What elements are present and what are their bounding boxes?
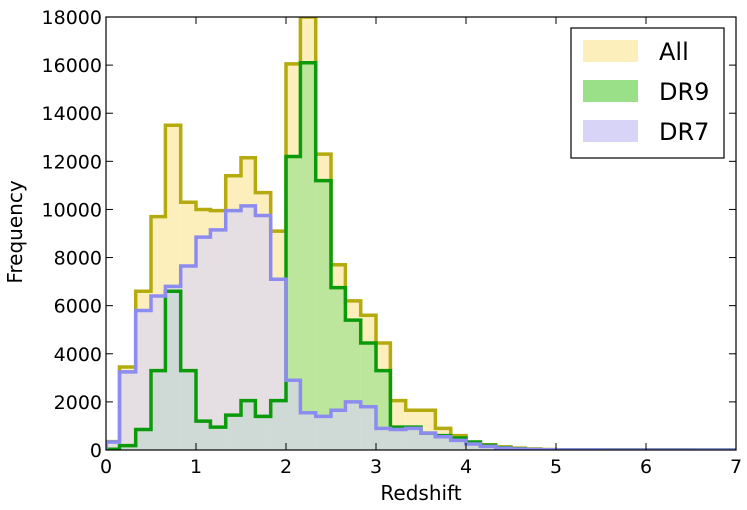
legend-label: DR9 [659, 78, 709, 106]
bar-dr7 [421, 433, 436, 450]
bar-dr7 [480, 446, 496, 450]
legend-swatch [583, 80, 638, 102]
bar-dr9 [300, 62, 316, 450]
bar-dr7 [196, 237, 211, 450]
bar-dr7 [270, 279, 286, 450]
legend-item-dr9: DR9 [583, 78, 709, 106]
series-layer [106, 17, 736, 450]
y-tick-label: 16000 [42, 55, 102, 77]
bar-dr7 [450, 440, 466, 450]
bar-dr9 [315, 180, 331, 450]
x-tick-label: 2 [280, 456, 292, 478]
bar-dr7 [210, 229, 226, 450]
bar-dr7 [241, 205, 256, 450]
bar-dr7 [135, 310, 151, 450]
bar-dr7 [151, 296, 166, 450]
y-tick-label: 8000 [54, 248, 102, 270]
bar-dr7 [360, 406, 376, 450]
bar-dr9 [286, 156, 301, 450]
bar-dr7 [435, 436, 451, 450]
y-tick-label: 18000 [42, 7, 102, 29]
series-line-dr7 [106, 204, 736, 450]
bar-dr7 [180, 265, 196, 450]
bar-dr7 [466, 443, 481, 450]
legend-label: DR7 [659, 118, 709, 146]
legend: All DR9 DR7 [570, 27, 725, 159]
bar-dr7 [255, 215, 271, 450]
legend-swatch [583, 120, 638, 142]
bar-dr7 [286, 380, 301, 450]
series-fill-dr7 [106, 205, 736, 450]
x-axis-label: Redshift [380, 481, 461, 505]
bar-dr7 [165, 286, 181, 450]
legend-swatch [583, 40, 638, 62]
y-tick-label: 0 [90, 440, 102, 462]
x-tick-label: 1 [190, 456, 202, 478]
bar-dr7 [119, 371, 136, 450]
bar-dr7 [345, 401, 361, 450]
bar-dr7 [376, 428, 391, 450]
y-axis-label: Frequency [3, 180, 27, 283]
x-axis-ticks: 0 1 2 3 4 5 6 7 [100, 17, 742, 478]
y-tick-label: 12000 [42, 151, 102, 173]
bar-dr7 [315, 416, 331, 450]
x-tick-label: 0 [100, 456, 112, 478]
y-tick-label: 2000 [54, 392, 102, 414]
x-tick-label: 6 [640, 456, 652, 478]
bar-dr7 [106, 442, 120, 450]
y-tick-label: 14000 [42, 103, 102, 125]
y-axis-ticks: 0 2000 4000 6000 8000 10000 12000 14000 16000 180… [42, 7, 736, 462]
bar-dr7 [300, 412, 316, 450]
legend-item-dr7: DR7 [583, 118, 709, 146]
y-tick-label: 4000 [54, 344, 102, 366]
y-tick-label: 6000 [54, 296, 102, 318]
x-tick-label: 5 [550, 456, 562, 478]
legend-label: All [659, 38, 689, 66]
bar-dr7 [390, 429, 406, 450]
bar-dr7 [331, 410, 346, 450]
bar-dr7 [405, 428, 421, 450]
y-tick-label: 10000 [42, 199, 102, 221]
bar-dr7 [225, 210, 241, 450]
x-tick-label: 4 [460, 456, 472, 478]
plot-area [105, 16, 737, 451]
legend-item-all: All [583, 38, 689, 66]
x-tick-label: 7 [730, 456, 742, 478]
plot-frame [105, 16, 737, 451]
x-tick-label: 3 [370, 456, 382, 478]
